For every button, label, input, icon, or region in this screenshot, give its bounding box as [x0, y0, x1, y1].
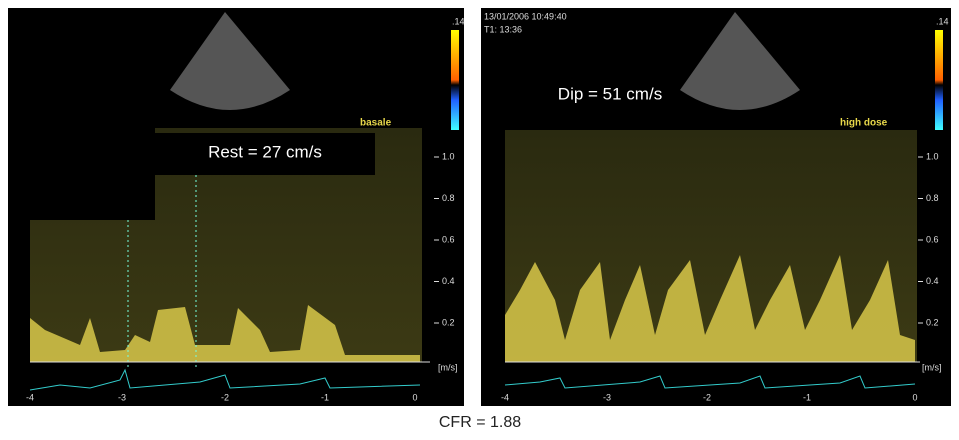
velocity-label: Rest = 27 cm/s — [208, 142, 322, 161]
y-tick-label: 1.0 — [442, 151, 455, 161]
x-tick-label: 0 — [412, 392, 417, 402]
y-tick-label: 1.0 — [926, 151, 939, 161]
color-bar — [451, 30, 459, 130]
sector-image — [170, 12, 290, 110]
y-tick-label: 0.8 — [442, 193, 455, 203]
y-ticks: 1.0 0.8 0.6 0.4 0.2 — [918, 151, 939, 327]
x-tick-label: -3 — [603, 392, 611, 402]
unit-label: [m/s] — [438, 362, 458, 372]
x-ticks: -4 -3 -2 -1 0 — [501, 392, 918, 402]
y-ticks: 1.0 0.8 0.6 0.4 0.2 — [434, 151, 455, 327]
ecg-trace — [29, 368, 421, 391]
x-tick-label: -3 — [118, 392, 126, 402]
x-tick-label: 0 — [912, 392, 917, 402]
timer: T1: 13:36 — [484, 24, 522, 34]
caption: CFR = 1.88 — [439, 414, 521, 431]
ecg-trace — [504, 375, 916, 389]
y-tick-label: 0.2 — [926, 317, 939, 327]
x-tick-label: -4 — [501, 392, 509, 402]
sector-image — [680, 12, 800, 110]
y-tick-label: 0.4 — [926, 276, 939, 286]
label-box — [155, 133, 375, 175]
velocity-label: Dip = 51 cm/s — [558, 84, 662, 103]
stage-label: basale — [360, 118, 392, 129]
timestamp: 13/01/2006 10:49:40 — [484, 11, 567, 21]
x-tick-label: -4 — [26, 392, 34, 402]
y-tick-label: 0.6 — [926, 234, 939, 244]
right-panel: 13/01/2006 10:49:40 T1: 13:36 Dip = 51 c… — [481, 8, 951, 406]
y-tick-label: 0.8 — [926, 193, 939, 203]
x-tick-label: -2 — [703, 392, 711, 402]
y-tick-label: 0.4 — [442, 276, 455, 286]
stage-label: high dose — [840, 118, 888, 129]
left-panel: Rest = 27 cm/s basale .14 1.0 0.8 0.6 0.4 0.… — [8, 8, 465, 406]
x-tick-label: -1 — [321, 392, 329, 402]
doppler-waveform — [30, 305, 420, 362]
x-tick-label: -1 — [803, 392, 811, 402]
y-tick-label: 0.2 — [442, 317, 455, 327]
x-tick-label: -2 — [221, 392, 229, 402]
x-ticks: -4 -3 -2 -1 0 — [26, 392, 418, 402]
unit-label: [m/s] — [922, 362, 942, 372]
scale-label: .14 — [452, 16, 465, 26]
scale-label: .14 — [936, 16, 949, 26]
spectrum-bg — [30, 128, 422, 362]
doppler-waveform — [505, 255, 915, 362]
color-bar — [935, 30, 943, 130]
y-tick-label: 0.6 — [442, 234, 455, 244]
